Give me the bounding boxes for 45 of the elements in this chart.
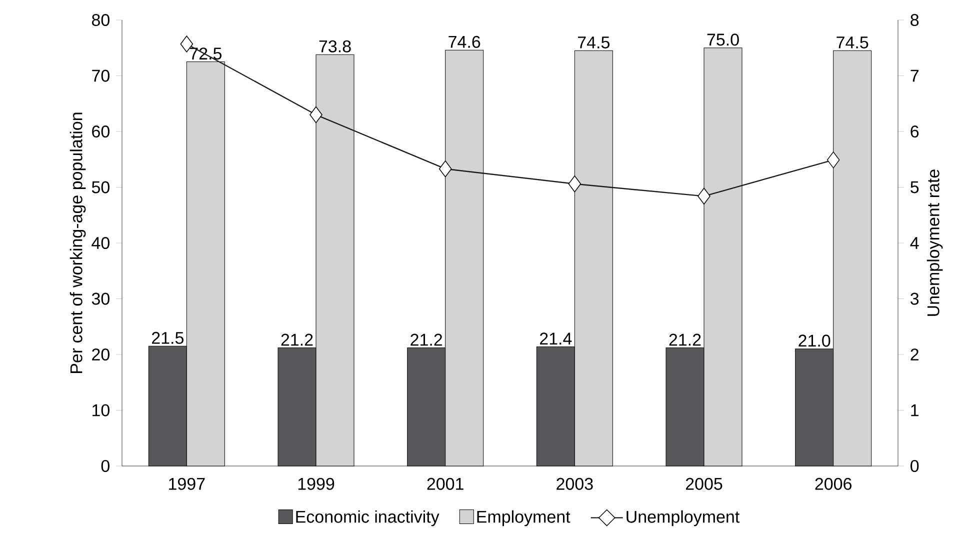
y-tick-label: 60 bbox=[92, 125, 110, 138]
y2-tick-label: 0 bbox=[910, 460, 919, 472]
data-label: 75.0 bbox=[707, 34, 739, 46]
data-label: 21.2 bbox=[410, 334, 442, 346]
y2-axis-title: Unemployment rate bbox=[926, 170, 943, 316]
y-tick-label: 50 bbox=[92, 181, 110, 194]
data-label: 21.2 bbox=[281, 334, 313, 346]
point bbox=[310, 106, 322, 124]
y2-tick-label: 3 bbox=[910, 292, 919, 305]
data-label: 21.0 bbox=[798, 334, 830, 347]
data-label: 21.5 bbox=[152, 332, 184, 344]
legend-label: Unemployment bbox=[626, 510, 740, 526]
point bbox=[568, 176, 582, 192]
y2-tick-label: 6 bbox=[910, 125, 919, 138]
x-tick-label: 2003 bbox=[556, 478, 593, 490]
point bbox=[826, 152, 840, 168]
point bbox=[438, 160, 452, 178]
x-tick-label: 2006 bbox=[815, 478, 852, 490]
point bbox=[698, 188, 710, 205]
x-tick-label: 1997 bbox=[169, 478, 205, 490]
data-label: 21.2 bbox=[669, 334, 701, 346]
y-tick-label: 40 bbox=[92, 236, 110, 250]
x-tick-label: 2005 bbox=[686, 478, 722, 490]
y2-tick-label: 4 bbox=[910, 237, 919, 249]
y2-tick-label: 7 bbox=[910, 70, 918, 82]
legend-label: Economic inactivity bbox=[296, 510, 440, 526]
y-axis-title: Per cent of working-age population bbox=[70, 112, 86, 373]
data-label: 73.8 bbox=[319, 40, 351, 52]
x-tick-label: 1999 bbox=[298, 478, 334, 490]
y2-tick-label: 1 bbox=[911, 404, 918, 416]
y2-tick-label: 2 bbox=[910, 348, 918, 360]
data-label: 21.4 bbox=[540, 332, 572, 344]
data-label: 74.5 bbox=[836, 36, 868, 48]
x-tick-label: 2001 bbox=[427, 478, 464, 490]
y-tick-label: 0 bbox=[101, 460, 110, 472]
y-tick-label: 80 bbox=[92, 14, 110, 26]
y-tick-label: 10 bbox=[92, 404, 110, 416]
y2-tick-label: 5 bbox=[910, 181, 919, 194]
legend-label: Employment bbox=[477, 510, 570, 526]
y-tick-label: 30 bbox=[92, 292, 110, 305]
y2-tick-label: 8 bbox=[910, 14, 919, 26]
data-label: 74.5 bbox=[578, 36, 610, 48]
y-tick-label: 20 bbox=[92, 348, 110, 361]
y-tick-label: 70 bbox=[92, 70, 110, 82]
data-label: 74.6 bbox=[448, 36, 480, 48]
